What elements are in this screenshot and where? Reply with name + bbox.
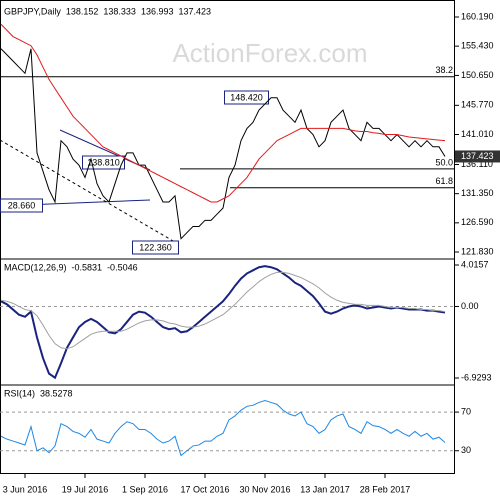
panel-header: 138.333: [103, 6, 136, 16]
panel-header: -0.5831: [72, 262, 103, 272]
annotation: 138.810: [87, 157, 120, 167]
y-tick-label: 70: [461, 406, 471, 416]
annotation-box: [224, 90, 269, 105]
panel-header: 38.5278: [40, 388, 73, 398]
series-line: [0, 399, 446, 457]
y-tick-label: 30: [461, 445, 471, 455]
annotation: 28.660: [8, 200, 36, 210]
plot-frame: [0, 0, 455, 474]
y-tick-label: 131.350: [461, 188, 494, 198]
last-price-box: [455, 150, 500, 163]
y-tick-label: 4.0157: [461, 259, 489, 269]
last-price-label: 137.423: [461, 151, 494, 161]
trend-line: [0, 139, 181, 246]
y-tick-label: 121.830: [461, 246, 494, 256]
series-line: [0, 48, 446, 240]
panel-header: 137.423: [179, 6, 212, 16]
y-tick-label: 145.770: [461, 100, 494, 110]
annotation-box: [0, 198, 43, 213]
annotation: 148.420: [230, 92, 263, 102]
series-line: [0, 265, 446, 380]
fib-label: 50.0: [435, 157, 453, 167]
y-tick-label: 141.010: [461, 129, 494, 139]
panel-header: -0.5046: [107, 262, 138, 272]
x-tick-label: 28 Feb 2017: [360, 484, 411, 494]
y-tick-label: 136.110: [461, 159, 493, 169]
annotation: 122.360: [139, 242, 172, 252]
panel-header: 136.993: [141, 6, 174, 16]
x-tick-label: 17 Oct 2016: [180, 484, 229, 494]
y-tick-label: 150.650: [461, 70, 494, 80]
series-line: [0, 271, 446, 350]
series-line: [0, 23, 446, 203]
y-tick-label: 160.190: [461, 11, 494, 21]
panel-header: RSI(14): [4, 388, 35, 398]
y-tick-label: 155.430: [461, 41, 494, 51]
x-tick-label: 30 Nov 2016: [239, 484, 290, 494]
fib-label: 61.8: [435, 176, 453, 186]
watermark: ActionForex.com: [172, 38, 367, 68]
y-tick-label: 126.590: [461, 217, 494, 227]
annotation-box: [132, 240, 179, 255]
fib-label: 38.2: [435, 65, 453, 75]
panel-header: GBPJPY,Daily: [4, 6, 61, 16]
panel-header: MACD(12,26,9): [4, 262, 67, 272]
x-tick-label: 3 Jun 2016: [3, 484, 48, 494]
y-tick-label: 0.00: [461, 301, 479, 311]
y-tick-label: -6.9293: [461, 372, 492, 382]
x-tick-label: 1 Sep 2016: [122, 484, 168, 494]
x-tick-label: 19 Jul 2016: [62, 484, 109, 494]
x-tick-label: 13 Jan 2017: [300, 484, 350, 494]
panel-header: 138.152: [66, 6, 99, 16]
